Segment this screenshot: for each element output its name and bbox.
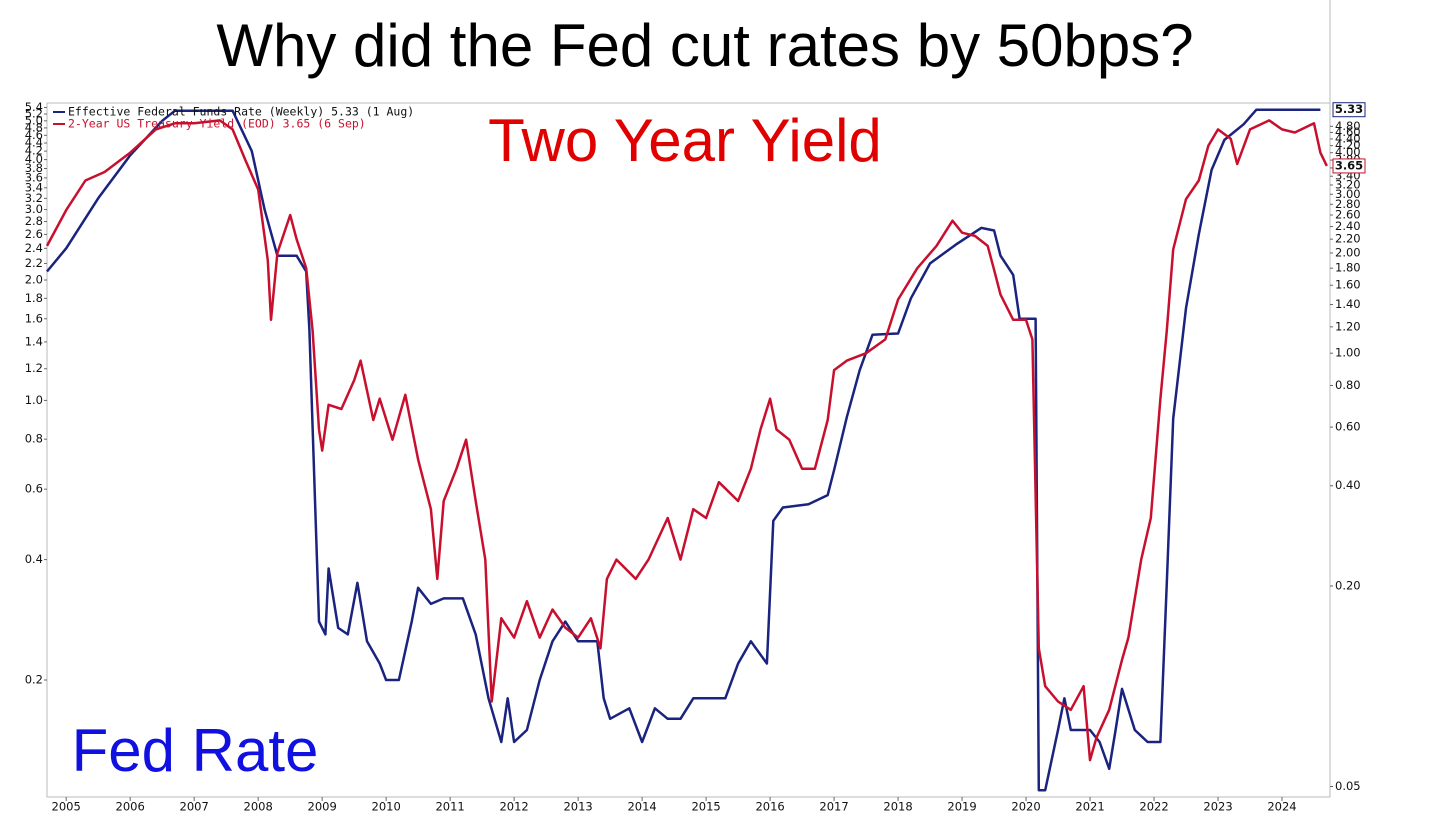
x-tick-label: 2008 [244,800,273,814]
y2-tick-label: 3.00 [1335,187,1361,201]
y-tick-label: 5.4 [25,100,43,114]
y-tick-label: 4.2 [25,144,43,158]
y2-tick-label: 4.20 [1335,138,1361,152]
x-tick-label: 2016 [755,800,784,814]
series-line [45,119,1328,762]
y2-tick-label: 0.40 [1335,478,1361,492]
y-tick-label: 2.4 [25,241,43,255]
y-tick-label: 3.2 [25,191,43,205]
chart-title: Why did the Fed cut rates by 50bps? [216,12,1193,79]
x-tick-label: 2011 [435,800,464,814]
series-line [46,108,1321,792]
y-tick-label: 1.8 [25,291,43,305]
legend-label: 2-Year US Treasury Yield (EOD) 3.65 (6 S… [68,117,366,131]
y-tick-label: 2.8 [25,214,43,228]
x-tick-label: 2023 [1203,800,1232,814]
y-tick-label: 5.0 [25,113,43,127]
y-tick-label: 4.8 [25,120,43,134]
y-tick-label: 0.2 [25,673,43,687]
y-tick-label: 3.4 [25,180,43,194]
x-tick-label: 2010 [372,800,401,814]
x-tick-label: 2012 [499,800,528,814]
x-tick-label: 2005 [52,800,81,814]
y-tick-label: 0.8 [25,432,43,446]
x-tick-label: 2007 [180,800,209,814]
y2-tick-label: 2.00 [1335,245,1361,259]
y-tick-label: 2.2 [25,256,43,270]
x-tick-label: 2006 [116,800,145,814]
x-tick-label: 2014 [627,800,656,814]
y2-tick-label: 0.80 [1335,378,1361,392]
y2-tick-label: 2.20 [1335,232,1361,246]
annotation: Two Year Yield [488,107,882,174]
y-tick-label: 1.4 [25,334,43,348]
x-tick-label: 2018 [883,800,912,814]
y-tick-label: 1.2 [25,361,43,375]
y2-tick-label: 4.00 [1335,145,1361,159]
x-tick-label: 2022 [1139,800,1168,814]
y-tick-label: 1.6 [25,311,43,325]
end-label: 5.33 [1335,102,1363,116]
y2-tick-label: 0.20 [1335,578,1361,592]
y2-tick-label: 1.20 [1335,319,1361,333]
y2-tick-label: 2.40 [1335,219,1361,233]
y-tick-label: 0.6 [25,482,43,496]
x-tick-label: 2019 [947,800,976,814]
x-tick-label: 2020 [1011,800,1040,814]
y2-tick-label: 1.80 [1335,261,1361,275]
y-tick-label: 3.0 [25,202,43,216]
y2-tick-label: 1.00 [1335,346,1361,360]
y-tick-label: 4.6 [25,128,43,142]
y2-tick-label: 4.40 [1335,131,1361,145]
y-tick-label: 5.2 [25,107,43,121]
y2-tick-label: 2.60 [1335,208,1361,222]
y-tick-label: 4.4 [25,136,43,150]
x-tick-label: 2009 [308,800,337,814]
y2-tick-label: 0.60 [1335,420,1361,434]
y-tick-label: 3.8 [25,161,43,175]
y2-tick-label: 3.20 [1335,177,1361,191]
y2-tick-label: 0.05 [1335,779,1361,793]
x-tick-label: 2021 [1075,800,1104,814]
annotation: Fed Rate [72,717,319,784]
plot-frame [46,102,1331,798]
y-tick-label: 2.0 [25,273,43,287]
y-tick-label: 1.0 [25,393,43,407]
y-tick-label: 2.6 [25,227,43,241]
y-tick-label: 4.0 [25,152,43,166]
end-label-box [1332,102,1366,118]
y2-tick-label: 1.40 [1335,297,1361,311]
y-tick-label: 3.6 [25,170,43,184]
end-label: 3.65 [1335,158,1363,172]
x-tick-label: 2013 [563,800,592,814]
y2-tick-label: 4.80 [1335,119,1361,133]
y-tick-label: 0.4 [25,552,43,566]
legend-label: Effective Federal Funds Rate (Weekly) 5.… [68,105,414,119]
y2-tick-label: 1.60 [1335,278,1361,292]
x-tick-label: 2017 [819,800,848,814]
x-tick-label: 2024 [1267,800,1296,814]
y2-tick-label: 2.80 [1335,197,1361,211]
end-label-box [1332,158,1366,174]
y2-tick-label: 4.60 [1335,125,1361,139]
x-tick-label: 2015 [691,800,720,814]
